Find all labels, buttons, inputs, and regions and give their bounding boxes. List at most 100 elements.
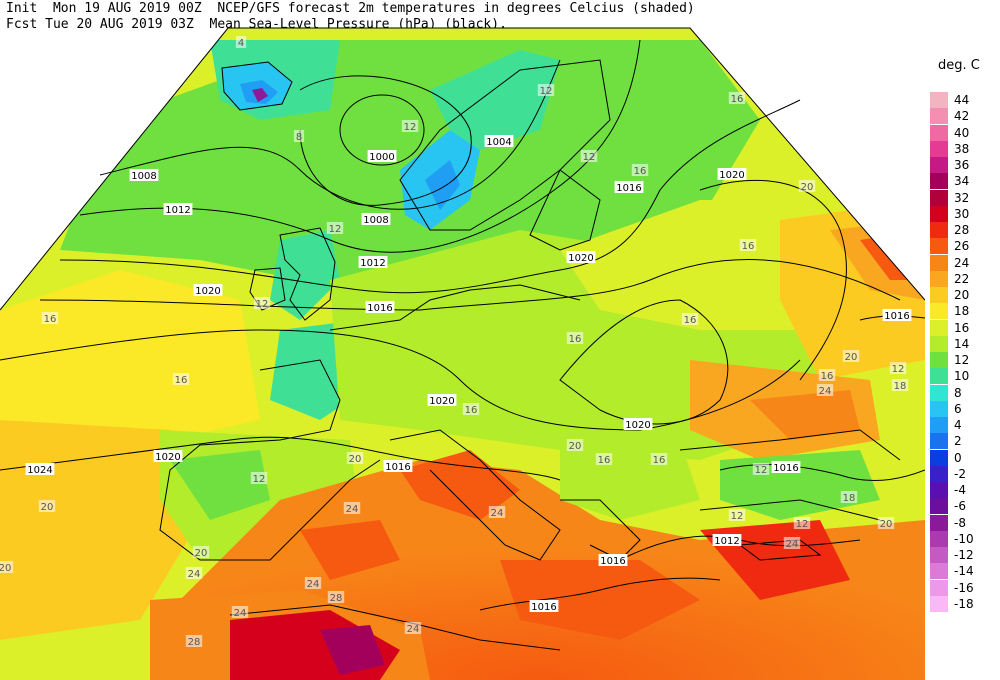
- isobar-label: 1016: [771, 461, 801, 474]
- svg-text:1008: 1008: [131, 171, 156, 182]
- temperature-label: 12: [537, 84, 555, 97]
- legend-entry: 44: [930, 92, 990, 108]
- legend-entry: 20: [930, 287, 990, 303]
- temperature-label: 16: [681, 313, 699, 326]
- isobar-label: 1020: [427, 394, 457, 407]
- legend-label: 6: [954, 401, 962, 416]
- svg-text:1000: 1000: [369, 152, 394, 163]
- legend-swatch: [930, 157, 948, 173]
- legend-swatch: [930, 417, 948, 433]
- legend-label: 22: [954, 271, 970, 286]
- legend-swatch: [930, 384, 948, 401]
- forecast-map: 1000 1004 1008 1008 1012 1012 1012 1016 1016 1016…: [0, 27, 925, 680]
- legend-title: deg. C: [938, 58, 980, 73]
- legend-swatch: [930, 368, 948, 385]
- legend-label: 42: [954, 109, 970, 124]
- legend-label: 18: [954, 304, 970, 319]
- legend-entry: 30: [930, 205, 990, 222]
- svg-text:24: 24: [346, 504, 359, 515]
- temperature-label: 4: [235, 36, 247, 49]
- svg-text:12: 12: [256, 299, 269, 310]
- temperature-label: 20: [798, 180, 816, 193]
- svg-text:1020: 1020: [568, 253, 593, 264]
- temperature-shading: [0, 28, 925, 680]
- svg-text:20: 20: [845, 352, 858, 363]
- svg-text:24: 24: [188, 569, 201, 580]
- svg-text:16: 16: [634, 166, 647, 177]
- legend-swatch: [930, 514, 948, 531]
- temperature-label: 12: [889, 362, 907, 375]
- temperature-labels: 4 8 12 12 12 12 12 12 12 12 12 12 16 16 16 16 16 16 16 16 16…: [0, 36, 909, 648]
- svg-text:1004: 1004: [486, 137, 511, 148]
- svg-text:1012: 1012: [165, 205, 190, 216]
- svg-text:16: 16: [742, 241, 755, 252]
- legend-entry: 4: [930, 417, 990, 433]
- temperature-label: 24: [488, 506, 506, 519]
- legend-entry: -14: [930, 563, 990, 580]
- temperature-label: 16: [818, 369, 836, 382]
- temperature-label: 24: [185, 567, 203, 580]
- temperature-label: 16: [739, 239, 757, 252]
- legend-label: -14: [954, 564, 974, 579]
- svg-text:20: 20: [801, 182, 814, 193]
- legend-entry: -12: [930, 547, 990, 563]
- isobar-label: 1020: [623, 418, 653, 431]
- temperature-label: 18: [840, 491, 858, 504]
- svg-text:16: 16: [684, 315, 697, 326]
- svg-text:1020: 1020: [625, 420, 650, 431]
- legend-label: 20: [954, 288, 970, 302]
- svg-text:24: 24: [234, 608, 247, 619]
- temperature-label: 12: [401, 120, 419, 133]
- svg-text:1016: 1016: [531, 602, 556, 613]
- legend-entry: 24: [930, 254, 990, 271]
- svg-text:1016: 1016: [385, 462, 410, 473]
- legend-label: 36: [954, 158, 970, 172]
- svg-text:1016: 1016: [367, 303, 392, 314]
- isobar-label: 1020: [153, 450, 183, 463]
- temperature-label: 12: [752, 463, 770, 476]
- temperature-label: 20: [842, 350, 860, 363]
- legend-entry: 2: [930, 433, 990, 450]
- isobar-label: 1020: [717, 168, 747, 181]
- temperature-label: 20: [38, 500, 56, 513]
- svg-text:4: 4: [238, 38, 244, 49]
- isobar-label: 1016: [365, 301, 395, 314]
- temperature-label: 12: [250, 472, 268, 485]
- temperature-label: 12: [728, 509, 746, 522]
- legend-entry: -6: [930, 498, 990, 515]
- temperature-label: 12: [793, 517, 811, 530]
- legend-entry: 16: [930, 319, 990, 336]
- legend-label: 26: [954, 239, 970, 254]
- svg-text:1020: 1020: [195, 286, 220, 297]
- legend-swatch: [930, 498, 948, 515]
- isobar-label: 1008: [361, 213, 391, 226]
- svg-text:18: 18: [894, 381, 907, 392]
- svg-text:1020: 1020: [719, 170, 744, 181]
- legend-label: 38: [954, 141, 970, 156]
- legend-label: 14: [954, 336, 970, 351]
- svg-text:24: 24: [786, 539, 799, 550]
- isobar-labels: 1000 1004 1008 1008 1012 1012 1012 1016 1016 1016…: [25, 135, 912, 613]
- legend-entry: 26: [930, 238, 990, 255]
- legend-swatch: [930, 270, 948, 287]
- legend-swatch: [930, 530, 948, 547]
- legend-label: 4: [954, 418, 962, 432]
- svg-text:28: 28: [188, 637, 201, 648]
- legend-swatch: [930, 287, 948, 303]
- isobar-label: 1016: [882, 309, 912, 322]
- legend-swatch: [930, 579, 948, 596]
- legend-swatch: [930, 563, 948, 580]
- legend-swatch: [930, 189, 948, 206]
- legend-label: -4: [954, 483, 966, 497]
- isobar-label: 1016: [383, 460, 413, 473]
- temperature-label: 28: [185, 635, 203, 648]
- svg-text:1016: 1016: [600, 556, 625, 567]
- legend-label: 44: [954, 93, 970, 107]
- legend-label: -10: [954, 531, 974, 546]
- temperature-label: 20: [192, 546, 210, 559]
- svg-text:1016: 1016: [884, 311, 909, 322]
- isobar-label: 1016: [529, 600, 559, 613]
- legend-entry: 32: [930, 189, 990, 206]
- temperature-label: 16: [728, 92, 746, 105]
- isobar-label: 1012: [712, 534, 742, 547]
